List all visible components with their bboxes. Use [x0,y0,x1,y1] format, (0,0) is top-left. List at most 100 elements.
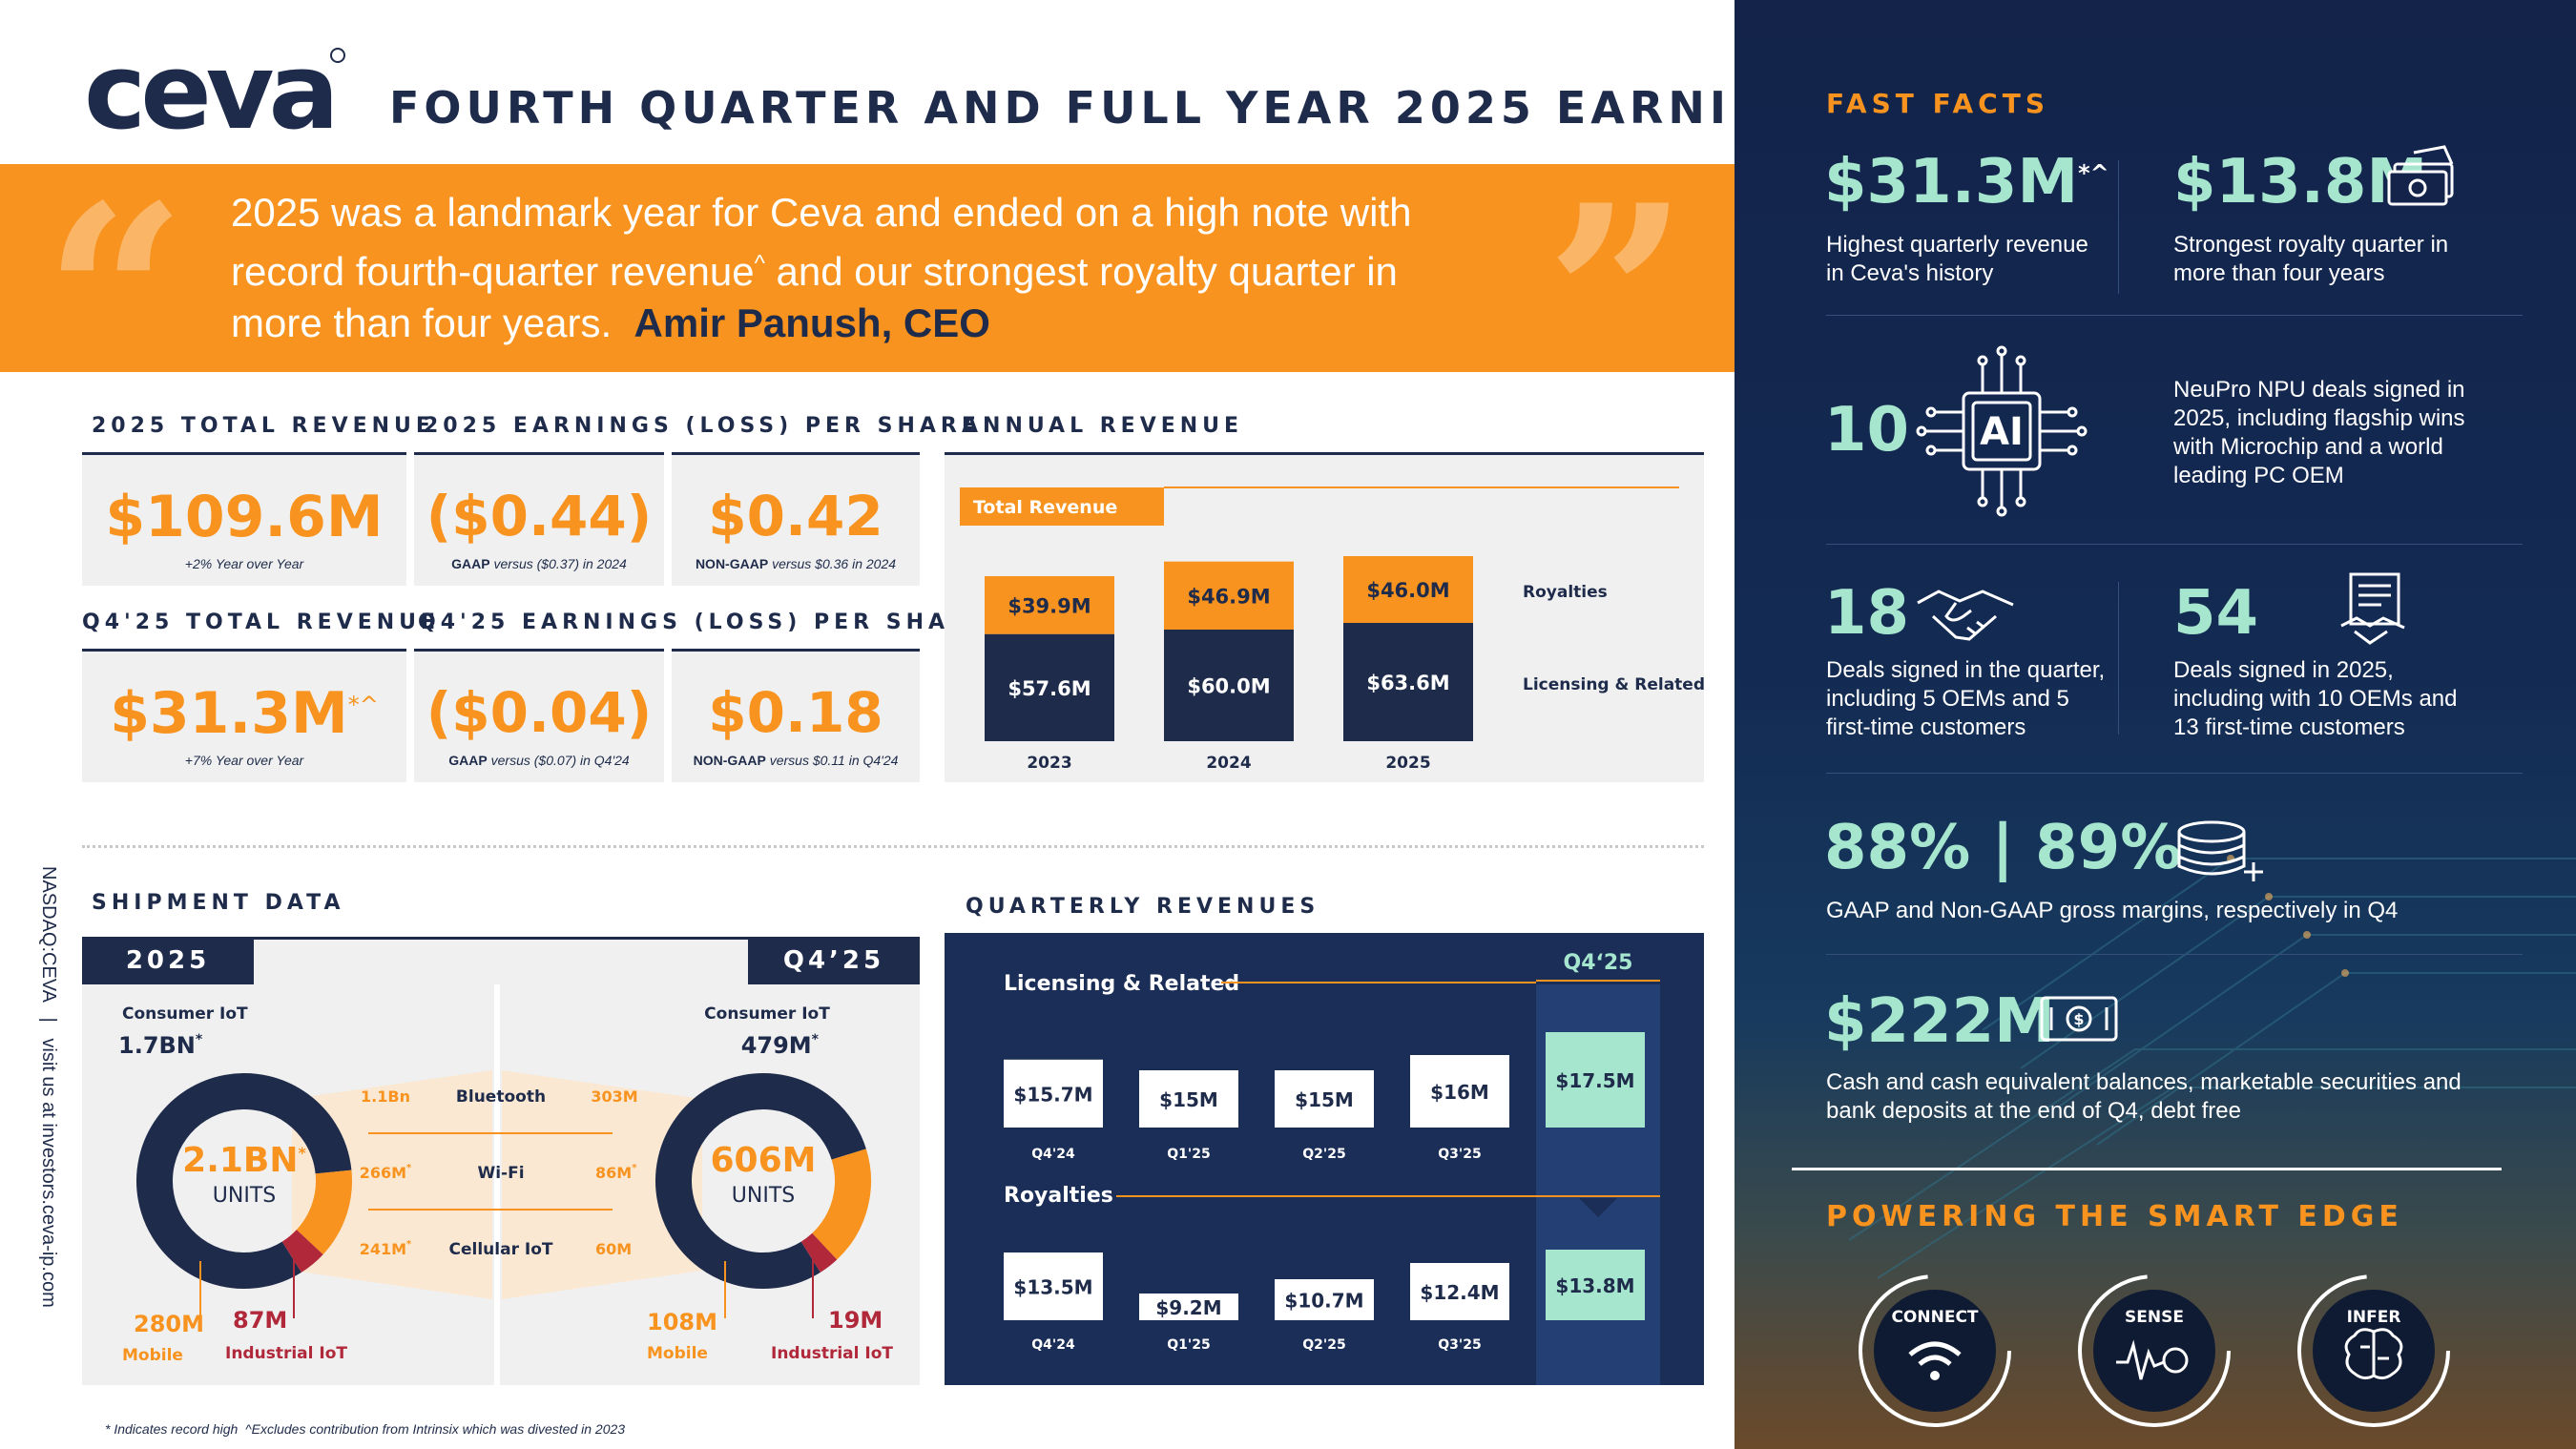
database-icon [2173,818,2269,890]
revenue-2025-card: $109.6M +2% Year over Year [82,452,406,586]
fact-7-value: $222M [1824,986,2055,1057]
row-cellular-right: 60M [595,1240,632,1258]
bar-licensing-label: $57.6M [1008,677,1091,700]
donut-2025 [136,1073,352,1289]
quote-line-2: record fourth-quarter revenue^ and our s… [231,249,1398,294]
quarterly-licensing-value: $15M [1295,1088,1354,1111]
right-industrial-value: 19M [828,1307,883,1334]
shipment-panel [82,937,920,1385]
bar-licensing [1164,630,1294,741]
fast-facts-heading: FAST FACTS [1826,88,2049,119]
fact-1-text: Highest quarterly revenue in Ceva's hist… [1826,232,2088,286]
quarterly-heading: QUARTERLY REVENUES [966,895,1320,919]
annual-revenue-panel: Total Revenue Royalties Licensing & Rela… [945,452,1705,782]
row-cellular-label: Cellular IoT [449,1240,553,1259]
fact-2-value: $13.8M [2173,147,2428,217]
shipment-tab-q4: Q4’25 [748,937,920,984]
eps-q4-gaap-note: GAAP versus ($0.07) in Q4'24 [448,753,630,768]
fact-4-text: Deals signed in the quarter, including 5… [1826,657,2106,740]
fact-6-value: 88% | 89% [1824,813,2182,883]
bar-licensing-label: $60.0M [1187,675,1270,698]
quarter-tick-label: Q1'25 [1167,1337,1210,1353]
bar-royalties-label: $46.0M [1366,579,1449,602]
fast-facts-panel: FAST FACTS $31.3M*^ Highest quarterly re… [1735,0,2576,1449]
eps-q4-heading: Q4'25 EARNINGS (LOSS) PER SHARE [418,611,989,634]
quarter-tick-label: Q3'25 [1438,1147,1481,1162]
quote-line-1: 2025 was a landmark year for Ceva and en… [231,190,1412,235]
fact-1-value: $31.3M*^ [1824,147,2109,217]
row-wifi-left: 266M* [360,1163,412,1182]
quarterly-licensing-value: $15M [1159,1088,1218,1111]
quarterly-royalties-value: $12.4M [1420,1281,1499,1304]
quarterly-royalties-box [1410,1263,1509,1320]
quarterly-royalties-box [1139,1294,1238,1320]
left-center-value: 2.1BN* [182,1141,306,1180]
left-industrial-value: 87M [233,1307,287,1334]
arrow-gap [494,984,500,1385]
annual-revenue-chart: Total Revenue Royalties Licensing & Rela… [960,486,1705,773]
quarterly-licensing-value: $17.5M [1555,1069,1634,1092]
shipment-tab-2025: 2025 [82,937,254,984]
ai-chip-label: AI [1980,410,2024,454]
left-consumer-label: Consumer IoT [122,1004,248,1024]
fact-7-text: Cash and cash equivalent balances, marke… [1826,1069,2462,1124]
powering-heading: POWERING THE SMART EDGE [1826,1200,2403,1233]
quarterly-licensing-value: $16M [1430,1081,1489,1104]
quarterly-royalties-box [1546,1250,1645,1320]
infer-label: INFER [2347,1308,2401,1327]
quarter-tick-label: Q2'25 [1302,1147,1345,1162]
logo-wordmark: ceva [84,40,334,145]
contract-icon [2337,570,2414,652]
right-mobile-value: 108M [647,1309,717,1335]
eps-q4-gaap-card: ($0.04) GAAP versus ($0.07) in Q4'24 [414,649,664,782]
eps-q4-nongaap-card: $0.18 NON-GAAP versus $0.11 in Q4'24 [672,649,920,782]
ceva-logo: ceva [84,31,351,153]
right-center-value: 606M [711,1141,817,1180]
right-consumer-value: 479M* [741,1032,820,1059]
right-center-unit: UNITS [732,1184,795,1208]
arrow-band-left [292,1070,492,1299]
fact-2-text: Strongest royalty quarter in more than f… [2173,232,2449,286]
left-center-unit: UNITS [213,1184,276,1208]
revenue-q4-note: +7% Year over Year [184,753,304,768]
eps-2025-nongaap-value: $0.42 [708,484,883,549]
ai-chip-icon: AI [1916,345,2088,522]
eps-2025-gaap-card: ($0.44) GAAP versus ($0.37) in 2024 [414,452,664,586]
bar-licensing [985,633,1114,741]
sensor-wave-icon [2116,1339,2189,1380]
right-industrial-label: Industrial IoT [771,1344,893,1363]
revenue-q4-card: $31.3M*^ +7% Year over Year [82,649,406,782]
right-consumer-label: Consumer IoT [704,1004,830,1024]
quarter-tick-label: Q4'24 [1031,1337,1075,1353]
annual-revenue-heading: ANNUAL REVENUE [962,414,1244,438]
quarter-tick-label: Q4'24 [1031,1147,1075,1162]
sense-badge: SENSE [2078,1274,2231,1427]
total-revenue-tag [960,487,1164,526]
bar-licensing [1343,622,1473,741]
row-bluetooth-label: Bluetooth [456,1087,546,1107]
row-wifi-right: 86M* [595,1163,637,1182]
revenue-2025-note: +2% Year over Year [184,556,304,571]
footnote: * Indicates record high ^Excludes contri… [105,1421,626,1437]
eps-q4-nongaap-value: $0.18 [708,680,883,745]
quote-text: 2025 was a landmark year for Ceva and en… [231,187,1567,349]
connect-label: CONNECT [1891,1308,1978,1327]
donut-slice [136,1073,352,1289]
powering-icons: CONNECT SENSE INFER [1859,1274,2450,1427]
svg-text:$: $ [2073,1010,2084,1028]
legend-royalties: Royalties [1523,583,1608,602]
quarterly-royalties-value: $10.7M [1284,1290,1363,1313]
open-quote-icon: “ [44,152,187,443]
revenue-q4-value: $31.3M*^ [110,680,379,747]
legend-licensing: Licensing & Related [1523,675,1704,694]
eps-2025-gaap-note: GAAP versus ($0.37) in 2024 [451,556,627,571]
sense-label: SENSE [2125,1308,2184,1327]
quarterly-licensing-box [1275,1070,1374,1128]
donut-q4 [655,1073,871,1289]
fact-3-text: NeuPro NPU deals signed in 2025, includi… [2173,377,2465,488]
right-mobile-label: Mobile [647,1344,708,1363]
year-tick-label: 2025 [1385,754,1430,773]
quarterly-licensing-box [1546,1032,1645,1128]
banknote-icon: $ [2038,992,2120,1050]
quote-banner: “ ” 2025 was a landmark year for Ceva an… [0,164,1735,422]
